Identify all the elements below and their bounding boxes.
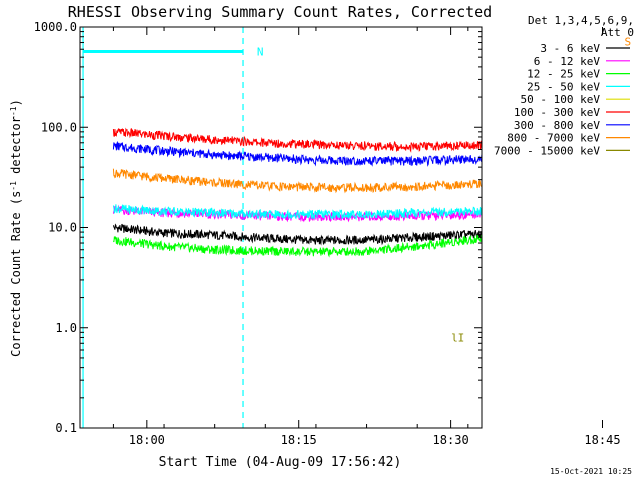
series-line <box>112 204 482 221</box>
legend-header-line2: Att 0 <box>601 26 634 39</box>
legend-entry-label: 800 - 7000 keV <box>507 132 600 145</box>
legend-entry-label: 50 - 100 keV <box>521 93 601 106</box>
legend-entry-label: 6 - 12 keV <box>534 55 601 68</box>
series-segment <box>112 127 482 153</box>
series-segment <box>112 204 482 221</box>
legend-entry-label: 300 - 800 keV <box>514 119 600 132</box>
series-line <box>112 168 482 194</box>
series-line <box>112 234 482 258</box>
y-tick-label: 1000.0 <box>34 20 77 34</box>
chart-annotation: S <box>625 35 632 48</box>
y-tick-label: 0.1 <box>55 421 77 435</box>
series-line <box>112 223 482 246</box>
x-tick-label: 18:00 <box>129 433 165 447</box>
x-tick-label: 18:15 <box>281 433 317 447</box>
series-segment <box>112 140 482 167</box>
y-axis-label: Corrected Count Rate (s-1 detector-1) <box>9 99 24 357</box>
series-segment <box>112 223 482 246</box>
x-tick-label: 18:30 <box>433 433 469 447</box>
y-tick-label: 100.0 <box>41 120 77 134</box>
chart-annotation: lI <box>451 331 464 344</box>
legend-header-line1: Det 1,3,4,5,6,9, <box>528 14 634 27</box>
y-tick-label: 1.0 <box>55 321 77 335</box>
chart-title: RHESSI Observing Summary Count Rates, Co… <box>68 3 492 21</box>
series-line <box>112 140 482 167</box>
x-axis-label: Start Time (04-Aug-09 17:56:42) <box>159 455 402 470</box>
legend-entry-label: 3 - 6 keV <box>540 42 600 55</box>
y-tick-label: 10.0 <box>48 221 77 235</box>
series-segment <box>112 168 482 194</box>
legend-entry-label: 7000 - 15000 keV <box>494 144 600 157</box>
series-segment <box>112 234 482 258</box>
legend-entry-label: 100 - 300 keV <box>514 106 600 119</box>
legend-entry-label: 12 - 25 keV <box>527 68 600 81</box>
x-tick-label: 18:45 <box>584 433 620 447</box>
timestamp-footer: 15-Oct-2021 10:25 <box>550 467 632 476</box>
legend-entry-label: 25 - 50 keV <box>527 80 600 93</box>
y-axis: 0.1 1.0 10.0 100.0 1000.0 <box>34 20 482 435</box>
chart-annotation: N <box>257 45 264 58</box>
series-line <box>112 127 482 153</box>
